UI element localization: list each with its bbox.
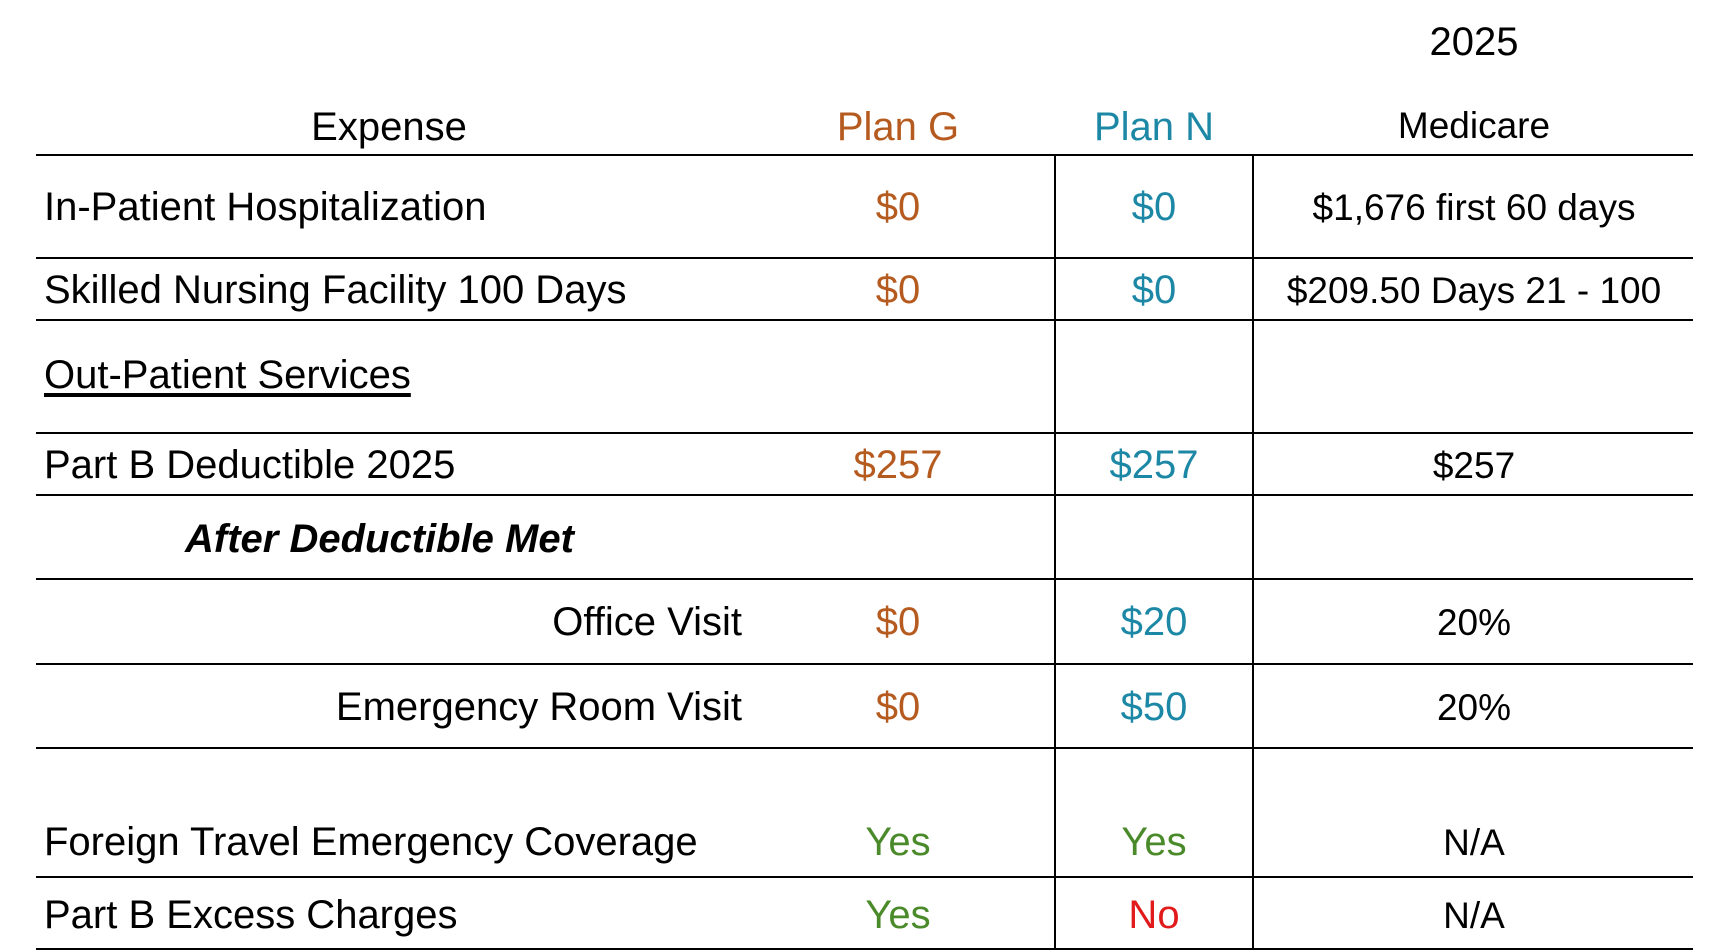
medicare-column-header: Medicare	[1397, 105, 1551, 146]
plan-g-value: Yes	[865, 893, 931, 937]
expense-label: Part B Excess Charges	[44, 893, 458, 937]
plan-n-value: $257	[1109, 443, 1199, 487]
table-rule	[36, 578, 1693, 580]
expense-label: Foreign Travel Emergency Coverage	[44, 820, 698, 864]
plan-n-value: $0	[1131, 185, 1177, 229]
expense-label: In-Patient Hospitalization	[44, 185, 487, 229]
column-divider	[1252, 154, 1254, 949]
expense-label: Emergency Room Visit	[335, 685, 742, 729]
medicare-value: N/A	[1443, 822, 1505, 863]
table-rule	[36, 154, 1693, 156]
table-rule	[36, 319, 1693, 321]
expense-label: Part B Deductible 2025	[44, 443, 456, 487]
section-heading-outpatient: Out-Patient Services	[44, 353, 411, 397]
expense-label: Office Visit	[552, 600, 742, 644]
table-rule	[36, 432, 1693, 434]
subheading-after-deductible: After Deductible Met	[185, 517, 574, 561]
medicare-value: $1,676 first 60 days	[1312, 187, 1636, 228]
plan-n-column-header: Plan N	[1093, 105, 1215, 149]
plan-n-value: Yes	[1121, 820, 1187, 864]
plan-n-value: $20	[1120, 600, 1188, 644]
year-heading: 2025	[1429, 20, 1519, 64]
expense-label: Skilled Nursing Facility 100 Days	[44, 268, 627, 312]
plan-n-value: No	[1128, 893, 1180, 937]
plan-g-column-header: Plan G	[836, 105, 960, 149]
table-rule	[36, 494, 1693, 496]
table-rule	[36, 948, 1693, 950]
plan-g-value: $0	[875, 185, 921, 229]
table-rule	[36, 257, 1693, 259]
table-rule	[36, 876, 1693, 878]
plan-g-value: $257	[853, 443, 943, 487]
plan-g-value: Yes	[865, 820, 931, 864]
medicare-value: 20%	[1436, 687, 1512, 728]
plan-g-value: $0	[875, 685, 921, 729]
table-rule	[36, 747, 1693, 749]
expense-column-header: Expense	[311, 105, 467, 149]
column-divider	[1054, 154, 1056, 949]
medicare-value: $257	[1432, 445, 1516, 486]
medicare-value: 20%	[1436, 602, 1512, 643]
plan-n-value: $0	[1131, 268, 1177, 312]
medicare-value: $209.50 Days 21 - 100	[1286, 270, 1662, 311]
plan-g-value: $0	[875, 600, 921, 644]
plan-n-value: $50	[1120, 685, 1188, 729]
plan-g-value: $0	[875, 268, 921, 312]
medicare-value: N/A	[1443, 895, 1505, 936]
table-rule	[36, 663, 1693, 665]
